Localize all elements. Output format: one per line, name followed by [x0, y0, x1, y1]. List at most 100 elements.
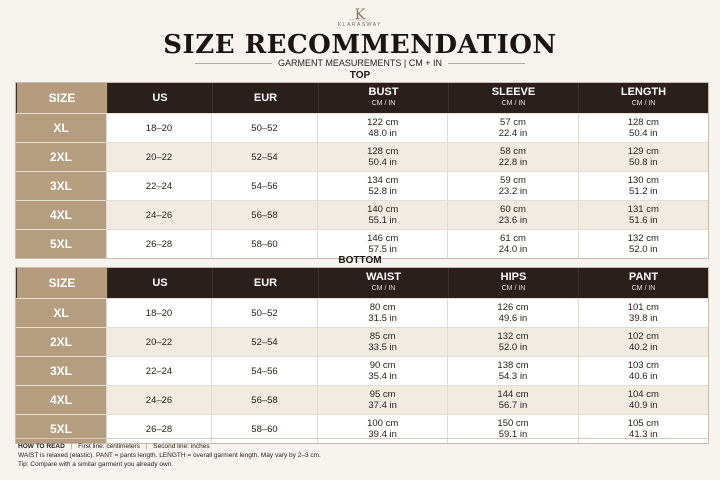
measurement-in: 51.2 in [629, 186, 658, 197]
page-header: K KLARASWAY SIZE RECOMMENDATION GARMENT … [0, 0, 720, 80]
measurement-in: 39.8 in [629, 313, 658, 324]
us-size-cell: 24–26 [106, 201, 211, 229]
measurement-cm: 134 cm [367, 175, 399, 186]
eur-size-cell: 56–58 [211, 386, 317, 414]
measurement-cell: 146 cm 57.5 in [317, 230, 447, 258]
measurement-cell: 134 cm 52.8 in [317, 172, 447, 200]
measurement-cm: 128 cm [627, 117, 659, 128]
measurement-cell: 126 cm 49.6 in [447, 299, 577, 327]
measurement-in: 22.4 in [498, 128, 528, 139]
header-cell-length: LENGTH CM / IN [578, 83, 708, 113]
measurement-cell: 85 cm 33.5 in [317, 328, 448, 356]
measurement-cell: 128 cm 50.4 in [577, 114, 708, 142]
size-cell: 4XL [16, 201, 106, 229]
brand-name: KLARASWAY [337, 22, 383, 28]
header-label: EUR [253, 276, 278, 289]
measurement-cell: 59 cm 23.2 in [447, 172, 577, 200]
us-size-cell: 26–28 [106, 230, 211, 258]
table-row: XL 18–20 50–52 80 cm 31.5 in 126 cm 49.6 in 101… [16, 298, 708, 327]
measurement-cell: 104 cm 40.9 in [577, 386, 708, 414]
header-label: WAIST [366, 271, 401, 283]
measurement-cm: 122 cm [367, 117, 399, 128]
measurement-cell: 102 cm 40.2 in [577, 328, 708, 356]
table-header-row: SIZE US EUR WAIST CM / IN HIPS CM / IN PANT CM /… [16, 268, 708, 298]
measurement-in: 40.6 in [629, 371, 658, 382]
table-row: XL 18–20 50–52 122 cm 48.0 in 57 cm 22.4 in 128… [16, 113, 708, 142]
separator: | [145, 443, 148, 450]
measurement-cm: 128 cm [367, 146, 399, 157]
measurement-in: 52.0 in [629, 244, 658, 255]
header-label: BUST [368, 86, 399, 98]
footer-line-3: Tip: Compare with a similar garment you … [18, 461, 174, 468]
bottom-section-title: BOTTOM [338, 255, 382, 266]
header-label: EUR [253, 91, 278, 104]
brand-logo: K [343, 6, 377, 23]
us-size-cell: 18–20 [106, 299, 211, 327]
footer-line-1: HOW TO READ | First line: centimeters | … [18, 442, 708, 451]
table-row: 5XL 26–28 58–60 100 cm 39.4 in 150 cm 59.1 in 1… [16, 414, 708, 443]
measurement-cm: 104 cm [627, 389, 659, 400]
header-cell-size: SIZE [16, 268, 107, 298]
header-unit: CM / IN [371, 100, 396, 107]
table-header-row: SIZE US EUR BUST CM / IN SLEEVE CM / IN LENGTH C… [16, 83, 708, 113]
measurement-cm: 58 cm [500, 146, 526, 157]
measurement-in: 52.8 in [368, 186, 397, 197]
how-to-read-cm: First line: centimeters [78, 443, 140, 450]
footer-divider [15, 438, 707, 439]
measurement-in: 22.8 in [498, 157, 528, 168]
us-size-cell: 26–28 [106, 415, 211, 443]
measurement-cm: 140 cm [367, 204, 399, 215]
table-row: 4XL 24–26 56–58 95 cm 37.4 in 144 cm 56.7 in 10… [16, 385, 708, 414]
header-unit: CM / IN [631, 285, 656, 292]
top-size-table: SIZE US EUR BUST CM / IN SLEEVE CM / IN LENGTH C… [15, 82, 709, 259]
us-size-cell: 20–22 [106, 143, 211, 171]
measurement-cell: 80 cm 31.5 in [317, 299, 447, 327]
table-row: 2XL 20–22 52–54 85 cm 33.5 in 132 cm 52.0 in 10… [16, 327, 708, 356]
measurement-cm: 129 cm [627, 146, 659, 157]
size-cell: 4XL [16, 386, 106, 414]
measurement-cm: 95 cm [369, 389, 396, 400]
eur-size-cell: 58–60 [211, 230, 317, 258]
measurement-in: 41.3 in [629, 429, 658, 440]
eur-size-cell: 54–56 [211, 172, 317, 200]
separator: | [70, 443, 73, 450]
eur-size-cell: 52–54 [211, 328, 317, 356]
eur-size-cell: 58–60 [211, 415, 317, 443]
measurement-in: 40.9 in [629, 400, 658, 411]
measurement-cm: 131 cm [627, 204, 659, 215]
measurement-cell: 132 cm 52.0 in [577, 230, 708, 258]
header-label: SIZE [48, 90, 76, 105]
header-cell-pant: PANT CM / IN [578, 268, 708, 298]
measurement-cell: 58 cm 22.8 in [447, 143, 578, 171]
subtitle-bar: GARMENT MEASUREMENTS | CM + IN [0, 57, 720, 69]
measurement-cm: 85 cm [369, 331, 396, 342]
table-row: 4XL 24–26 56–58 140 cm 55.1 in 60 cm 23.6 in 13… [16, 200, 708, 229]
eur-size-cell: 50–52 [211, 299, 317, 327]
header-label: HIPS [500, 271, 527, 283]
measurement-in: 33.5 in [368, 342, 397, 353]
size-cell: XL [16, 114, 106, 142]
measurement-cm: 138 cm [497, 360, 529, 371]
header-cell-us: US [107, 83, 212, 113]
header-label: US [152, 91, 168, 104]
measurement-cm: 61 cm [500, 233, 526, 244]
monogram-icon: K [349, 7, 371, 23]
how-to-read-footer: HOW TO READ | First line: centimeters | … [18, 442, 708, 469]
table-row: 5XL 26–28 58–60 146 cm 57.5 in 61 cm 24.0 in 13… [16, 229, 708, 258]
measurement-cm: 60 cm [500, 204, 526, 215]
measurement-cm: 103 cm [627, 360, 659, 371]
size-cell: 3XL [16, 172, 106, 200]
measurement-in: 59.1 in [498, 429, 528, 440]
measurement-cell: 61 cm 24.0 in [447, 230, 577, 258]
measurement-cell: 101 cm 39.8 in [577, 299, 708, 327]
measurement-in: 23.6 in [498, 215, 528, 226]
measurement-cm: 105 cm [627, 418, 659, 429]
table-row: 2XL 20–22 52–54 128 cm 50.4 in 58 cm 22.8 in 12… [16, 142, 708, 171]
measurement-cell: 138 cm 54.3 in [447, 357, 577, 385]
measurement-in: 37.4 in [368, 400, 397, 411]
measurement-cm: 146 cm [367, 233, 399, 244]
header-cell-us: US [107, 268, 212, 298]
header-cell-eur: EUR [212, 83, 318, 113]
subtitle: GARMENT MEASUREMENTS | CM + IN [272, 58, 448, 68]
eur-size-cell: 52–54 [211, 143, 317, 171]
